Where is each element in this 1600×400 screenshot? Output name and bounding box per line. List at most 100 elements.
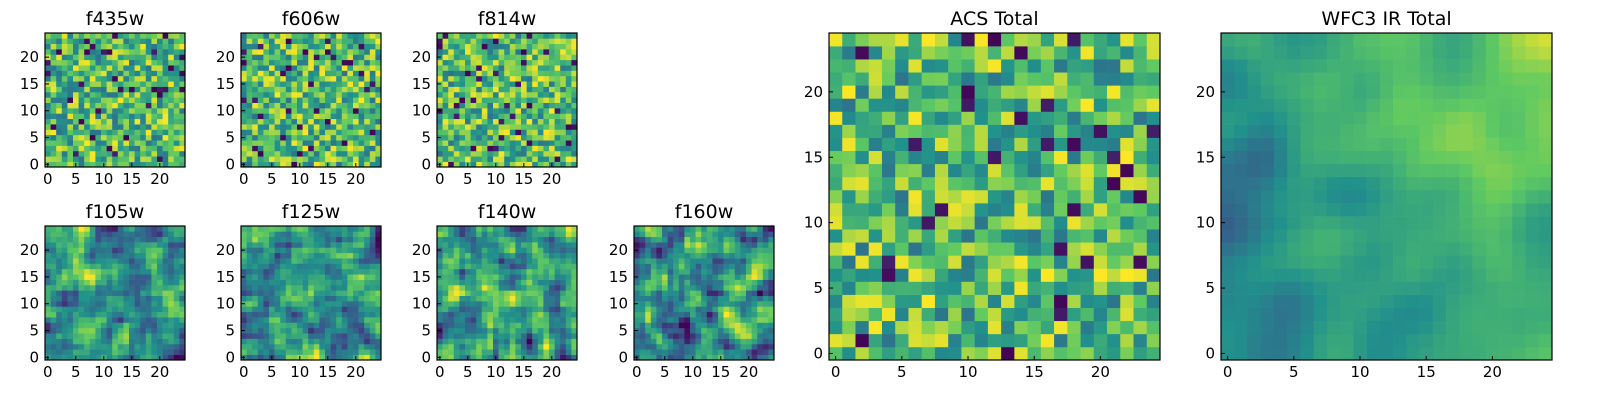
- heatmap-cell: [269, 140, 275, 146]
- heatmap-cell: [106, 306, 113, 313]
- heatmap-cell: [526, 279, 533, 286]
- heatmap-cell: [89, 290, 96, 296]
- heatmap-cell: [106, 343, 113, 350]
- heatmap-cell: [881, 189, 896, 204]
- heatmap-cell: [168, 295, 175, 302]
- heatmap-cell: [476, 140, 483, 146]
- heatmap-cell: [695, 290, 702, 296]
- heatmap-cell: [509, 252, 516, 259]
- heatmap-cell: [280, 113, 287, 120]
- heatmap-cell: [61, 343, 68, 350]
- heatmap-cell: [56, 284, 63, 291]
- heatmap-cell: [571, 49, 578, 55]
- heatmap-cell: [280, 150, 287, 157]
- heatmap-cell: [498, 70, 505, 77]
- heatmap-cell: [336, 354, 343, 361]
- heatmap-cell: [140, 327, 147, 334]
- heatmap-cell: [476, 247, 483, 254]
- heatmap-cell: [336, 343, 343, 350]
- heatmap-cell: [706, 290, 713, 296]
- heatmap-cell: [437, 49, 443, 55]
- heatmap-cell: [95, 327, 102, 334]
- heatmap-cell: [560, 113, 567, 120]
- heatmap-cell: [656, 263, 663, 270]
- heatmap-cell: [106, 140, 113, 146]
- heatmap-cell: [560, 258, 567, 264]
- heatmap-cell: [549, 343, 555, 350]
- heatmap-cell: [521, 226, 527, 232]
- heatmap-cell: [145, 118, 152, 125]
- heatmap-cell: [313, 349, 320, 355]
- heatmap-cell: [498, 274, 505, 280]
- heatmap-cell: [565, 108, 572, 114]
- heatmap-cell: [487, 290, 494, 296]
- heatmap-cell: [855, 294, 870, 308]
- heatmap-cell: [106, 33, 113, 39]
- heatmap-cell: [347, 279, 354, 286]
- heatmap-cell: [112, 43, 119, 50]
- heatmap-cell: [134, 333, 141, 339]
- heatmap-cell: [291, 317, 298, 323]
- heatmap-cell: [330, 70, 337, 77]
- heatmap-cell: [476, 317, 483, 323]
- heatmap-cell: [509, 274, 516, 280]
- heatmap-cell: [151, 161, 158, 168]
- heatmap-cell: [302, 301, 309, 307]
- heatmap-cell: [493, 274, 499, 280]
- heatmap-cell: [723, 306, 730, 313]
- heatmap-cell: [375, 91, 382, 98]
- heatmap-cell: [117, 226, 124, 232]
- heatmap-cell: [526, 290, 533, 296]
- heatmap-cell: [162, 343, 169, 350]
- heatmap-cell: [162, 145, 169, 152]
- heatmap-cell: [526, 327, 533, 334]
- heatmap-cell: [151, 118, 158, 125]
- heatmap-cell: [280, 38, 287, 45]
- heatmap-cell: [554, 322, 561, 329]
- heatmap-cell: [257, 129, 264, 136]
- heatmap-cell: [543, 268, 550, 275]
- heatmap-cell: [712, 343, 719, 350]
- heatmap-cell: [375, 38, 382, 45]
- heatmap-cell: [442, 161, 449, 168]
- heatmap-cell: [269, 102, 275, 109]
- heatmap-cell: [639, 247, 646, 254]
- heatmap-cell: [526, 54, 533, 61]
- heatmap-cell: [762, 274, 769, 280]
- heatmap-cell: [73, 156, 79, 162]
- heatmap-cell: [667, 263, 674, 270]
- heatmap-cell: [751, 301, 758, 307]
- y-tick-label: 10: [216, 102, 235, 120]
- heatmap-cell: [667, 354, 674, 361]
- heatmap-cell: [95, 226, 102, 232]
- heatmap-cell: [364, 43, 371, 50]
- heatmap-cell: [162, 236, 169, 243]
- heatmap-cell: [325, 49, 331, 55]
- heatmap-cell: [179, 268, 186, 275]
- heatmap-cell: [723, 338, 730, 345]
- heatmap-cell: [291, 49, 298, 55]
- heatmap-cell: [89, 252, 96, 259]
- heatmap-cell: [465, 247, 471, 254]
- heatmap-cell: [948, 124, 962, 138]
- heatmap-cell: [297, 102, 303, 109]
- heatmap-cell: [729, 327, 736, 334]
- heatmap-cell: [297, 65, 303, 71]
- heatmap-cell: [829, 242, 843, 256]
- heatmap-cell: [73, 322, 79, 329]
- heatmap-cell: [353, 322, 359, 329]
- heatmap-cell: [364, 49, 371, 55]
- heatmap-cell: [95, 274, 102, 280]
- y-tick-label: 20: [609, 241, 628, 259]
- heatmap-cell: [129, 156, 135, 162]
- heatmap-cell: [1040, 124, 1055, 138]
- heatmap-cell: [61, 91, 68, 98]
- heatmap-cell: [56, 113, 63, 120]
- heatmap-cell: [308, 338, 315, 345]
- heatmap-cell: [302, 81, 309, 87]
- heatmap-cell: [695, 236, 702, 243]
- heatmap-cell: [948, 203, 962, 217]
- heatmap-cell: [140, 54, 147, 61]
- heatmap-cell: [690, 306, 696, 313]
- heatmap-cell: [695, 247, 702, 254]
